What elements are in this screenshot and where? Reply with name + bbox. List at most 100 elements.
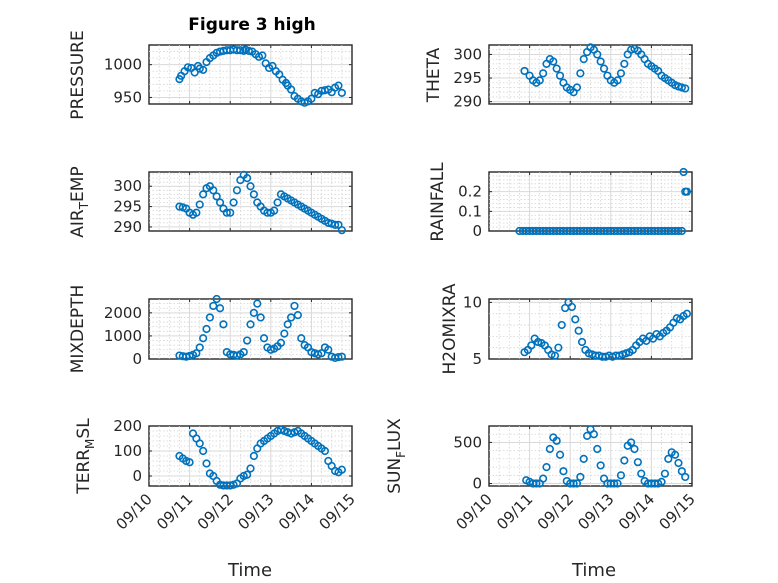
panel-rainfall: 0 0.10.2 RAINFALL	[428, 162, 693, 242]
panel-h2omixra: 5 10 H2OMIXRA	[440, 283, 693, 375]
data-point	[195, 200, 204, 209]
x-axis-label-left: Time	[227, 560, 272, 581]
data-point	[637, 469, 646, 478]
y-tick-label: 10	[463, 293, 482, 311]
data-point	[337, 88, 346, 97]
data-point	[559, 467, 568, 476]
air-temp-markers	[175, 170, 346, 235]
data-point	[239, 347, 248, 357]
data-point	[337, 352, 346, 361]
data-point	[579, 454, 588, 463]
h2omixra-grid	[489, 299, 692, 359]
data-point	[620, 456, 629, 465]
data-point	[229, 198, 238, 207]
data-point	[287, 313, 296, 322]
data-point	[579, 55, 588, 64]
data-point	[576, 69, 585, 78]
x-tick-label: 09/13	[234, 490, 277, 533]
data-point	[192, 349, 201, 358]
data-point	[243, 470, 252, 479]
data-point	[283, 320, 292, 329]
y-tick-label: 1000	[104, 327, 142, 345]
data-point	[190, 68, 199, 77]
y-tick-label: 0	[472, 475, 482, 493]
figure-title: Figure 3 high	[188, 15, 316, 35]
data-point	[215, 198, 225, 207]
data-point	[674, 226, 683, 236]
data-point	[657, 477, 666, 486]
data-point	[532, 479, 541, 488]
data-point	[317, 349, 326, 358]
data-point	[202, 459, 211, 468]
data-point	[670, 450, 680, 459]
data-point	[520, 66, 529, 76]
rainfall-ylabel: RAINFALL	[428, 162, 448, 242]
y-tick-label: 0	[472, 222, 482, 240]
data-point	[293, 311, 302, 320]
data-point	[596, 57, 605, 66]
data-point	[539, 69, 548, 78]
data-point	[571, 315, 580, 324]
data-point	[567, 302, 576, 312]
data-point	[664, 454, 673, 463]
y-tick-label: 290	[453, 93, 482, 111]
panel-terr-msl: 0 100 200 TERRMSL	[74, 417, 353, 495]
sun-flux-ylabel: SUNFLUX	[385, 418, 408, 494]
mixdepth-ylabel: MIXDEPTH	[68, 285, 88, 374]
data-point	[253, 299, 262, 308]
data-point	[320, 446, 330, 456]
data-point	[682, 309, 692, 318]
data-point	[270, 206, 279, 215]
y-tick-label: 500	[453, 433, 482, 451]
mixdepth-markers	[175, 294, 346, 362]
data-point	[572, 83, 582, 92]
data-point	[183, 63, 193, 72]
data-point	[244, 46, 253, 56]
pressure-grid	[149, 45, 352, 104]
panel-theta: 290 295 300 THETA	[424, 43, 693, 111]
panel-mixdepth: 0 1000 2000 MIXDEPTH	[68, 285, 353, 374]
data-point	[677, 83, 686, 92]
x-tick-label: 09/12	[194, 490, 237, 533]
x-tick-label: 09/11	[493, 490, 536, 533]
data-point	[613, 479, 622, 488]
data-point	[185, 458, 194, 467]
terr-msl-yticks: 0 100 200	[113, 417, 353, 486]
terr-msl-grid	[149, 426, 352, 486]
y-tick-label: 5	[472, 350, 482, 368]
data-point	[593, 444, 602, 454]
x-tick-label: 09/10	[113, 490, 156, 533]
data-point	[219, 320, 228, 329]
data-point	[539, 474, 548, 483]
mixdepth-yticks: 0 1000 2000	[104, 299, 353, 368]
h2omixra-yticks: 5 10	[463, 293, 693, 368]
x-axis-label-right: Time	[571, 560, 616, 581]
data-point	[613, 76, 622, 85]
data-point	[334, 81, 343, 90]
rainfall-yticks: 0 0.10.2	[458, 172, 693, 240]
data-point	[574, 326, 583, 335]
data-point	[589, 430, 598, 439]
y-tick-label: 200	[113, 417, 142, 435]
y-tick-label: 950	[113, 88, 142, 106]
x-tick-label: 09/15	[656, 490, 699, 533]
data-point	[243, 336, 252, 345]
pressure-ylabel: PRESSURE	[68, 30, 88, 119]
y-tick-label: 295	[113, 198, 142, 216]
data-point	[243, 174, 252, 183]
pressure-markers	[175, 45, 346, 107]
data-point	[246, 464, 255, 473]
data-point	[610, 479, 619, 488]
x-tick-label: 09/10	[453, 490, 496, 533]
data-point	[280, 329, 289, 338]
data-point	[276, 338, 286, 347]
data-point	[660, 469, 670, 478]
data-point	[273, 198, 282, 207]
data-point	[202, 324, 211, 334]
data-point	[209, 301, 218, 311]
data-point	[630, 444, 639, 454]
panel-pressure: 950 1000 PRESSURE	[68, 30, 353, 120]
data-point	[545, 444, 555, 454]
